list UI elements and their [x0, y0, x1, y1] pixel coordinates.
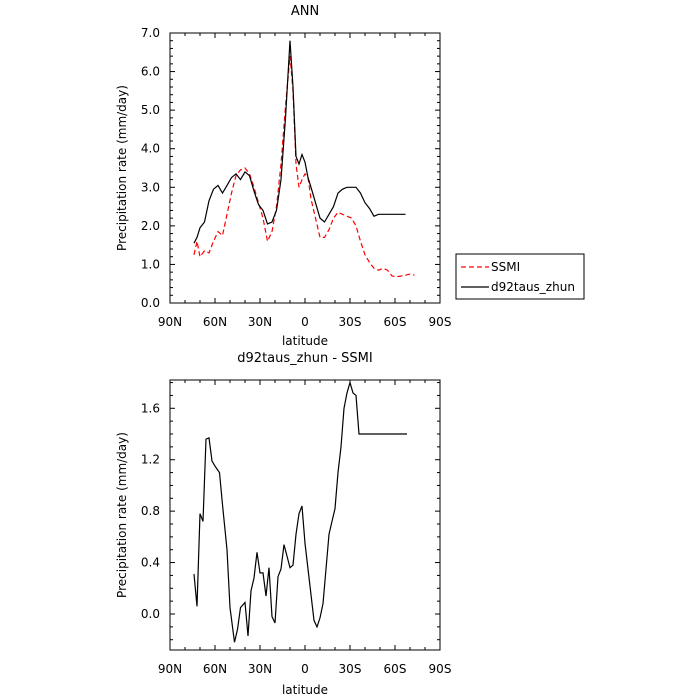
bottom-panel-title: d92taus_zhun - SSMI: [237, 351, 372, 366]
bottom-x-tick-label: 60N: [203, 662, 227, 676]
top-y-tick-label: 0.0: [141, 296, 160, 310]
bottom-x-tick-label: 60S: [384, 662, 407, 676]
bottom-y-tick-label: 1.2: [141, 453, 160, 467]
legend-box: [455, 253, 585, 300]
bottom-x-tick-label: 30N: [248, 662, 272, 676]
bottom-y-tick-label: 1.6: [141, 401, 160, 415]
top-y-tick-label: 5.0: [141, 103, 160, 117]
top-y-axis-title: Precipitation rate (mm/day): [115, 85, 129, 251]
bottom-x-tick-label: 30S: [339, 662, 362, 676]
top-series-line-d92taus-zhun: [193, 40, 406, 244]
top-x-tick-label: 0: [301, 315, 309, 329]
top-x-tick-label: 30S: [339, 315, 362, 329]
top-x-tick-label: 30N: [248, 315, 272, 329]
top-x-tick-label: 90S: [429, 315, 452, 329]
top-y-tick-label: 3.0: [141, 180, 160, 194]
bottom-y-tick-label: 0.4: [141, 556, 160, 570]
top-panel-title: ANN: [291, 4, 319, 19]
top-y-tick-label: 6.0: [141, 65, 160, 79]
top-y-tick-label: 7.0: [141, 26, 160, 40]
legend-label-ssmi: SSMI: [491, 260, 520, 274]
bottom-x-tick-label: 90N: [158, 662, 182, 676]
bottom-panel: d92taus_zhun - SSMI 90N 60N 30N 0 30S 60S 90S 0…: [115, 351, 451, 697]
top-x-axis-title: latitude: [282, 334, 328, 348]
top-panel: ANN 90N 60N 30N 0 30S 60S 90S 0.0 1.0 2.0 3.0 4.0 5.…: [115, 4, 585, 348]
legend: SSMI d92taus_zhun: [455, 253, 585, 300]
bottom-y-axis-title: Precipitation rate (mm/day): [115, 432, 129, 598]
top-plot-frame: [169, 32, 441, 304]
legend-label-d92taus-zhun: d92taus_zhun: [491, 280, 575, 294]
top-y-tick-label: 1.0: [141, 257, 160, 271]
bottom-x-tick-label: 0: [301, 662, 309, 676]
top-y-tick-label: 2.0: [141, 219, 160, 233]
bottom-x-axis-title: latitude: [282, 683, 328, 697]
top-y-tick-label: 4.0: [141, 142, 160, 156]
bottom-plot-frame: [169, 379, 441, 651]
bottom-series-line-difference: [193, 380, 407, 643]
top-series-line-ssmi: [193, 56, 415, 278]
top-x-tick-label: 90N: [158, 315, 182, 329]
top-x-tick-label: 60S: [384, 315, 407, 329]
bottom-y-tick-label: 0.8: [141, 504, 160, 518]
bottom-y-tick-label: 0.0: [141, 607, 160, 621]
top-x-tick-label: 60N: [203, 315, 227, 329]
bottom-x-tick-label: 90S: [429, 662, 452, 676]
